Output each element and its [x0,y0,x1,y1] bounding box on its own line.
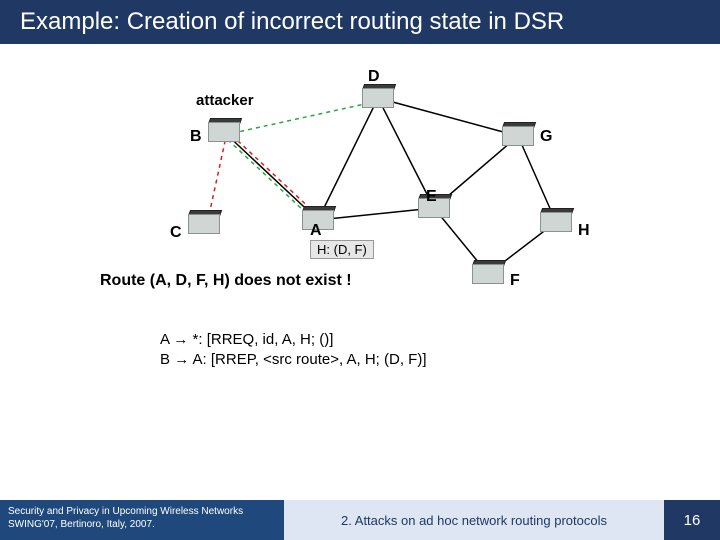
footer-section-title: 2. Attacks on ad hoc network routing pro… [341,513,607,528]
arrow-icon: → [174,351,189,368]
node-D: D [360,84,396,116]
laptop-body-icon [502,126,534,146]
node-label-A: A [310,222,322,240]
node-label-G: G [540,128,552,146]
msg1-pre: A [160,331,173,348]
node-label-C: C [170,224,182,242]
node-label-B: B [190,128,202,146]
node-B: B [206,118,242,150]
cache-box: H: (D, F) [310,240,374,259]
title-bar: Example: Creation of incorrect routing s… [0,0,720,44]
msg2-post: A: [RREP, <src route>, A, H; (D, F)] [189,351,426,368]
route-statement: Route (A, D, F, H) does not exist ! [100,272,352,290]
protocol-messages: A → *: [RREQ, id, A, H; ()] B → A: [RREP… [160,330,427,371]
footer-left: Security and Privacy in Upcoming Wireles… [0,500,284,540]
laptop-body-icon [540,212,572,232]
node-label-F: F [510,272,520,290]
node-label-E: E [426,188,437,206]
node-G: G [500,122,536,154]
page-number: 16 [684,512,701,529]
node-C: C [186,210,222,242]
attacker-label: attacker [196,92,254,109]
footer-page-number: 16 [664,500,720,540]
slide: Example: Creation of incorrect routing s… [0,0,720,540]
laptop-body-icon [472,264,504,284]
footer-left-line1: Security and Privacy in Upcoming Wireles… [8,506,276,519]
node-F: F [470,260,506,292]
laptop-body-icon [208,122,240,142]
msg1-post: *: [RREQ, id, A, H; ()] [188,331,333,348]
arrow-icon: → [173,331,188,348]
node-E: E [416,194,452,226]
laptop-body-icon [188,214,220,234]
msg-line-2: B → A: [RREP, <src route>, A, H; (D, F)] [160,350,427,370]
footer-left-line2: SWING'07, Bertinoro, Italy, 2007. [8,519,276,532]
node-H: H [538,208,574,240]
msg-line-1: A → *: [RREQ, id, A, H; ()] [160,330,427,350]
laptop-body-icon [362,88,394,108]
node-label-D: D [368,68,380,86]
node-label-H: H [578,222,590,240]
footer-mid: 2. Attacks on ad hoc network routing pro… [284,500,664,540]
node-A: A [300,206,336,238]
slide-title: Example: Creation of incorrect routing s… [20,8,564,36]
msg2-pre: B [160,351,174,368]
footer: Security and Privacy in Upcoming Wireles… [0,500,720,540]
